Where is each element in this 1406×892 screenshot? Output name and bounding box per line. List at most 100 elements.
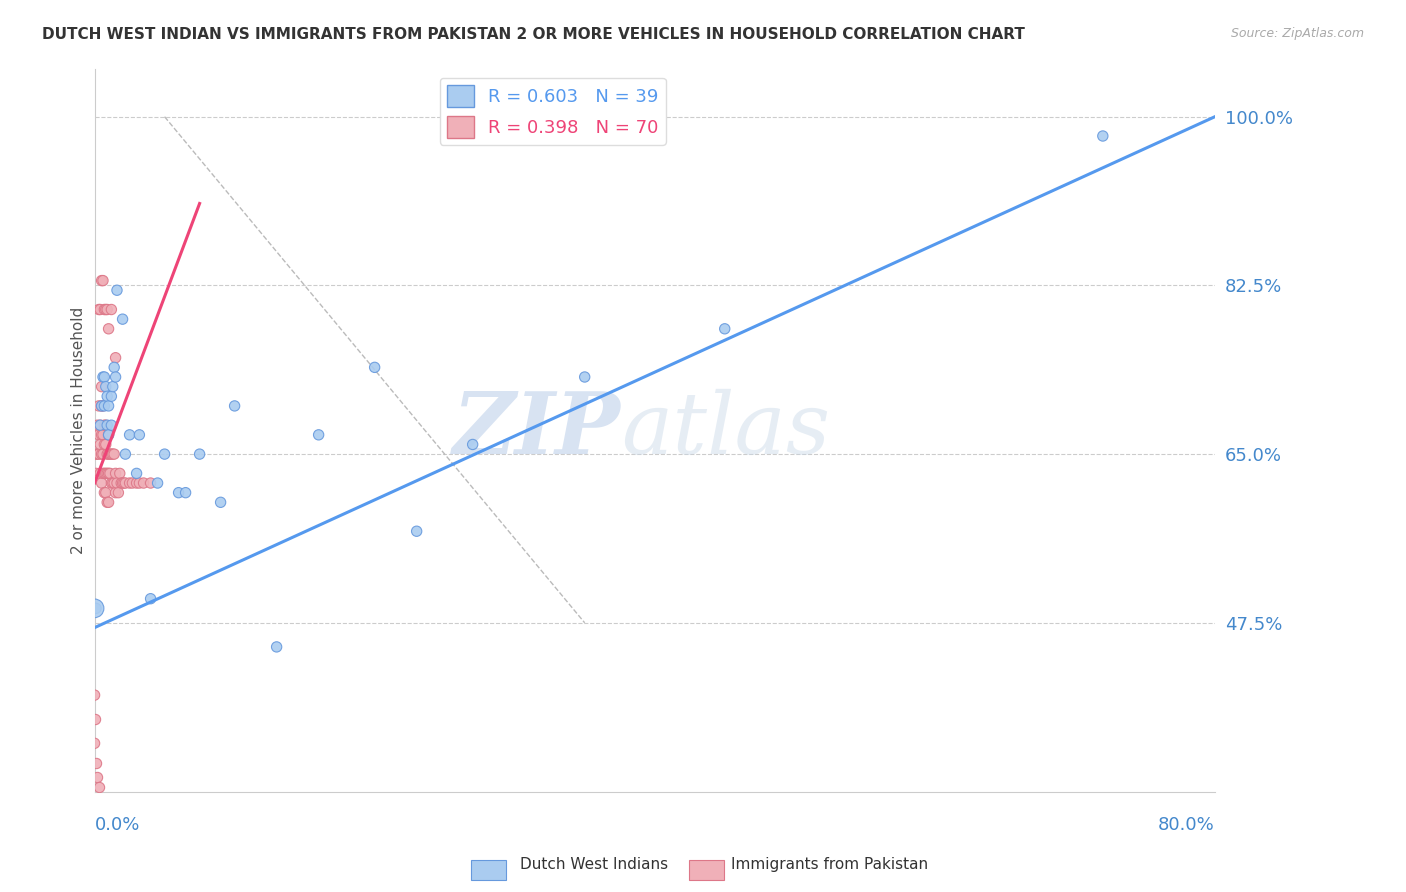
Point xyxy=(713,322,735,336)
Point xyxy=(101,447,124,461)
Point xyxy=(97,399,120,413)
Text: atlas: atlas xyxy=(621,389,830,471)
Point xyxy=(89,467,111,481)
Point xyxy=(96,467,118,481)
Text: ZIP: ZIP xyxy=(453,388,621,472)
Point xyxy=(93,437,115,451)
Point xyxy=(209,495,232,509)
Text: 0.0%: 0.0% xyxy=(94,815,141,834)
Point xyxy=(108,467,131,481)
Point xyxy=(114,447,136,461)
Point xyxy=(94,302,117,317)
Point xyxy=(90,399,112,413)
Legend: R = 0.603   N = 39, R = 0.398   N = 70: R = 0.603 N = 39, R = 0.398 N = 70 xyxy=(440,78,666,145)
Point xyxy=(97,447,120,461)
Point xyxy=(121,476,143,491)
Point xyxy=(308,427,330,442)
Point xyxy=(97,322,120,336)
Point xyxy=(100,418,122,433)
Point xyxy=(94,485,117,500)
Text: Source: ZipAtlas.com: Source: ZipAtlas.com xyxy=(1230,27,1364,40)
Point xyxy=(266,640,288,654)
Point xyxy=(103,360,125,375)
Point xyxy=(90,427,112,442)
Point xyxy=(91,370,114,384)
Point xyxy=(97,427,120,442)
Point xyxy=(84,601,107,615)
Point xyxy=(100,476,122,491)
Y-axis label: 2 or more Vehicles in Household: 2 or more Vehicles in Household xyxy=(72,306,86,554)
Point xyxy=(167,485,190,500)
Point xyxy=(97,467,120,481)
Point xyxy=(87,302,110,317)
Point xyxy=(84,447,107,461)
Point xyxy=(125,467,148,481)
Point xyxy=(94,437,117,451)
Point xyxy=(83,688,105,702)
Point xyxy=(89,302,111,317)
Point xyxy=(98,467,121,481)
Point xyxy=(107,485,129,500)
Point xyxy=(89,437,111,451)
Point xyxy=(98,447,121,461)
Point xyxy=(101,476,124,491)
Point xyxy=(87,399,110,413)
Point xyxy=(94,418,117,433)
Point xyxy=(96,495,118,509)
Point xyxy=(100,302,122,317)
Point xyxy=(91,399,114,413)
Point xyxy=(139,591,162,606)
Point xyxy=(96,447,118,461)
Point xyxy=(118,427,141,442)
Point xyxy=(87,447,110,461)
Point xyxy=(86,447,108,461)
Point xyxy=(93,467,115,481)
Point xyxy=(105,476,128,491)
Point xyxy=(84,756,107,770)
Point xyxy=(112,476,135,491)
Point xyxy=(132,476,155,491)
Point xyxy=(111,476,134,491)
Point xyxy=(90,476,112,491)
Point xyxy=(86,418,108,433)
Point xyxy=(114,476,136,491)
Point xyxy=(91,447,114,461)
Point xyxy=(100,389,122,403)
Point xyxy=(110,476,132,491)
Point xyxy=(96,302,118,317)
Point xyxy=(90,399,112,413)
Point xyxy=(91,467,114,481)
Point xyxy=(1091,128,1114,143)
Point xyxy=(363,360,385,375)
Point xyxy=(146,476,169,491)
Point xyxy=(90,379,112,393)
Point xyxy=(87,427,110,442)
Point xyxy=(90,274,112,288)
Point xyxy=(96,418,118,433)
Point xyxy=(97,495,120,509)
Point xyxy=(104,351,127,365)
Text: Dutch West Indians: Dutch West Indians xyxy=(520,857,668,872)
Point xyxy=(103,447,125,461)
Point xyxy=(153,447,176,461)
Point xyxy=(104,370,127,384)
Point xyxy=(100,447,122,461)
Point xyxy=(104,467,127,481)
Point xyxy=(87,780,110,794)
Point xyxy=(128,476,150,491)
Point xyxy=(90,447,112,461)
Point xyxy=(104,485,127,500)
Point xyxy=(118,476,141,491)
Point xyxy=(93,418,115,433)
Text: Immigrants from Pakistan: Immigrants from Pakistan xyxy=(731,857,928,872)
Point xyxy=(174,485,197,500)
Point xyxy=(188,447,211,461)
Point xyxy=(105,283,128,297)
Point xyxy=(83,736,105,750)
Point xyxy=(91,427,114,442)
Text: 80.0%: 80.0% xyxy=(1159,815,1215,834)
Point xyxy=(89,418,111,433)
Point xyxy=(101,379,124,393)
Point xyxy=(97,427,120,442)
Point xyxy=(224,399,246,413)
